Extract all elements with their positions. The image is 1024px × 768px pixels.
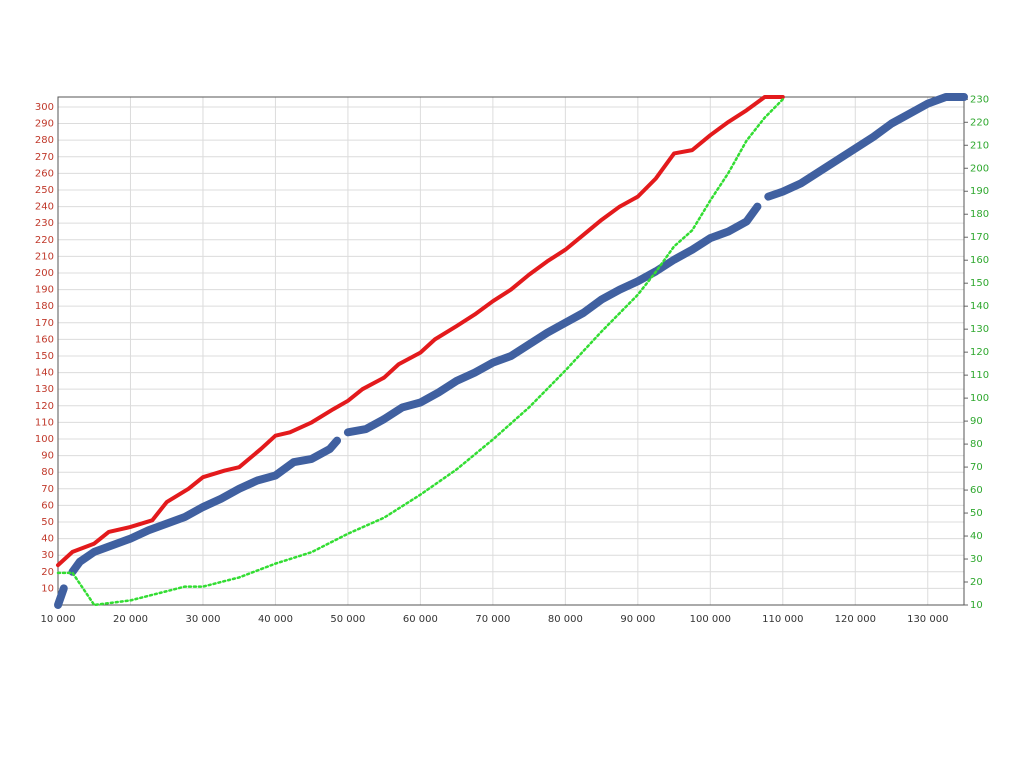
y-tick-label: 130 bbox=[35, 384, 54, 395]
y2-tick-label: 150 bbox=[970, 278, 989, 289]
line-series bbox=[56, 98, 785, 607]
y-tick-label: 120 bbox=[35, 401, 54, 412]
y2-tick-label: 30 bbox=[970, 554, 983, 565]
x-tick-label: 30 000 bbox=[185, 614, 220, 625]
x-tick-label: 80 000 bbox=[548, 614, 583, 625]
y-tick-label: 160 bbox=[35, 334, 54, 345]
x-tick-label: 100 000 bbox=[690, 614, 731, 625]
y2-tick-label: 100 bbox=[970, 393, 989, 404]
y2-tick-label: 170 bbox=[970, 232, 989, 243]
y2-tick-label: 20 bbox=[970, 577, 983, 588]
x-tick-label: 90 000 bbox=[620, 614, 655, 625]
y2-tick-label: 200 bbox=[970, 163, 989, 174]
y-tick-label: 250 bbox=[35, 185, 54, 196]
y-tick-label: 140 bbox=[35, 368, 54, 379]
y2-tick-label: 50 bbox=[970, 508, 983, 519]
y-tick-label: 240 bbox=[35, 202, 54, 213]
y-tick-label: 200 bbox=[35, 268, 54, 279]
line-series bbox=[68, 436, 342, 576]
y-tick-label: 70 bbox=[41, 484, 54, 495]
plot-border bbox=[57, 96, 965, 606]
y-tick-label: 90 bbox=[41, 451, 54, 462]
y-tick-label: 180 bbox=[35, 301, 54, 312]
y-tick-label: 80 bbox=[41, 467, 54, 478]
x-tick-label: 70 000 bbox=[475, 614, 510, 625]
y-tick-label: 20 bbox=[41, 567, 54, 578]
y-tick-label: 230 bbox=[35, 218, 54, 229]
y2-tick-label: 140 bbox=[970, 301, 989, 312]
y2-tick-label: 90 bbox=[970, 416, 983, 427]
y2-tick-label: 230 bbox=[970, 94, 989, 105]
line-series bbox=[764, 93, 968, 201]
y-tick-label: 260 bbox=[35, 168, 54, 179]
y-tick-label: 170 bbox=[35, 318, 54, 329]
y-tick-label: 290 bbox=[35, 119, 54, 130]
y2-tick-label: 10 bbox=[970, 600, 983, 611]
y-tick-label: 150 bbox=[35, 351, 54, 362]
y-tick-label: 50 bbox=[41, 517, 54, 528]
y-tick-label: 270 bbox=[35, 152, 54, 163]
x-tick-label: 50 000 bbox=[330, 614, 365, 625]
y-tick-label: 30 bbox=[41, 550, 54, 561]
y-tick-label: 100 bbox=[35, 434, 54, 445]
y-tick-label: 190 bbox=[35, 285, 54, 296]
x-tick-label: 20 000 bbox=[113, 614, 148, 625]
y2-tick-label: 120 bbox=[970, 347, 989, 358]
x-tick-label: 110 000 bbox=[762, 614, 803, 625]
y2-tick-label: 180 bbox=[970, 209, 989, 220]
y2-tick-label: 80 bbox=[970, 439, 983, 450]
x-tick-label: 40 000 bbox=[258, 614, 293, 625]
y-tick-label: 60 bbox=[41, 500, 54, 511]
y-tick-label: 220 bbox=[35, 235, 54, 246]
x-tick-label: 120 000 bbox=[835, 614, 876, 625]
plot-area bbox=[58, 97, 964, 605]
y-tick-label: 210 bbox=[35, 251, 54, 262]
line-series bbox=[54, 584, 68, 609]
y2-tick-label: 220 bbox=[970, 117, 989, 128]
y-tick-label: 40 bbox=[41, 534, 54, 545]
y2-tick-label: 130 bbox=[970, 324, 989, 335]
y2-tick-label: 190 bbox=[970, 186, 989, 197]
line-series bbox=[56, 95, 785, 568]
y-tick-label: 300 bbox=[35, 102, 54, 113]
x-tick-label: 10 000 bbox=[41, 614, 76, 625]
y-tick-label: 110 bbox=[35, 417, 54, 428]
line-series bbox=[343, 202, 762, 437]
y-tick-label: 10 bbox=[41, 583, 54, 594]
y-tick-label: 280 bbox=[35, 135, 54, 146]
y2-tick-label: 110 bbox=[970, 370, 989, 381]
y2-tick-label: 70 bbox=[970, 462, 983, 473]
x-tick-label: 60 000 bbox=[403, 614, 438, 625]
y2-tick-label: 40 bbox=[970, 531, 983, 542]
y2-tick-label: 210 bbox=[970, 140, 989, 151]
y2-tick-label: 160 bbox=[970, 255, 989, 266]
y2-tick-label: 60 bbox=[970, 485, 983, 496]
x-tick-label: 130 000 bbox=[907, 614, 948, 625]
